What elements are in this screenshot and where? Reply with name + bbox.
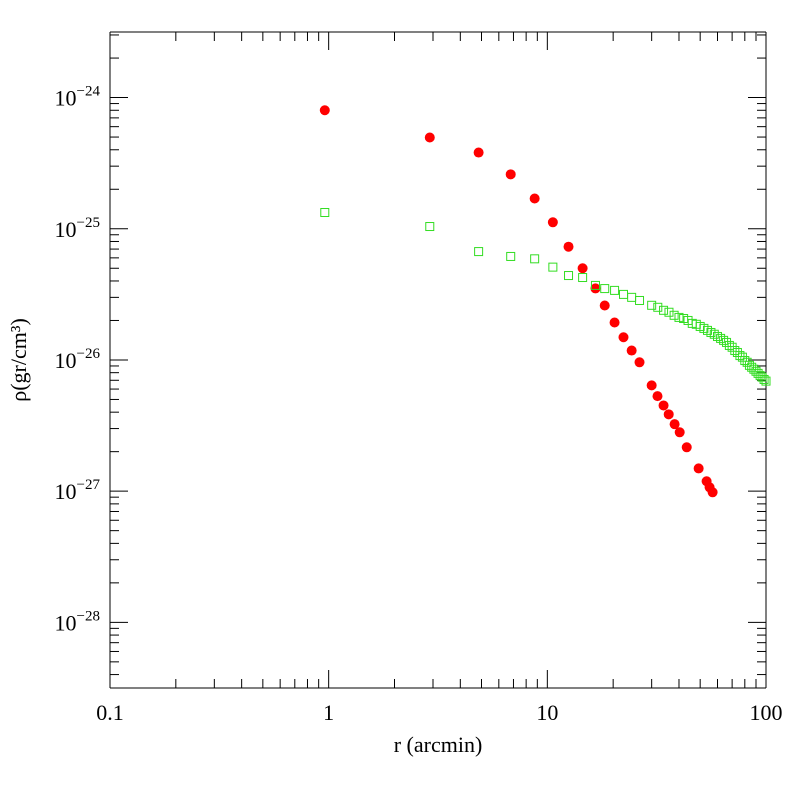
data-point [646,380,657,391]
data-point [425,222,435,232]
y-tick-label: 10−27 [55,477,101,504]
data-point [724,340,734,350]
data-point [547,217,558,228]
data-point [627,292,637,302]
data-point [732,347,742,357]
x-tick-label: 100 [750,700,783,725]
data-point [578,273,588,283]
data-point [669,310,679,320]
data-point [610,285,620,295]
data-point [609,317,620,328]
data-point [635,295,645,305]
data-point [474,247,484,257]
data-point [599,300,610,311]
data-point [707,487,718,498]
data-point [548,262,558,272]
data-point [618,289,628,299]
data-point [626,345,637,356]
y-axis-label: ρ(gr/cm³) [6,318,31,402]
data-point [674,427,685,438]
data-point [618,332,629,343]
data-point [722,337,732,347]
data-point [319,105,330,116]
data-point [737,352,747,362]
x-tick-label: 0.1 [96,700,124,725]
data-point [600,284,610,294]
data-point [530,254,540,264]
y-tick-label: 10−26 [55,346,101,373]
data-point [590,280,600,290]
data-point [658,400,669,411]
data-point [693,463,704,474]
data-point [659,305,669,315]
data-point [505,169,516,180]
data-point [424,132,435,143]
data-point [506,251,516,261]
x-axis-label: r (arcmin) [394,732,483,757]
data-point [669,419,680,430]
data-point [730,346,740,356]
x-tick-label: 10 [536,700,558,725]
x-tick-label: 1 [323,700,334,725]
data-point [652,391,663,402]
y-tick-label: 10−24 [55,84,101,111]
data-point [740,356,750,366]
data-point [647,300,657,310]
data-point [653,302,663,312]
data-point [674,312,684,322]
data-point [473,147,484,158]
data-point [681,442,692,453]
data-point [563,241,574,252]
data-point [663,409,674,420]
data-point [759,374,769,384]
data-point [719,335,729,345]
data-point [742,357,752,367]
data-point [634,357,645,368]
y-tick-label: 10−28 [55,608,100,635]
data-point [664,307,674,317]
data-point [564,271,574,281]
data-point [727,342,737,352]
data-point [577,263,588,274]
data-point [529,193,540,204]
data-point [735,351,745,361]
data-point [590,283,601,294]
data-point [320,208,330,218]
y-tick-label: 10−25 [55,215,100,242]
data-point [761,376,771,386]
plot-frame [109,31,767,689]
